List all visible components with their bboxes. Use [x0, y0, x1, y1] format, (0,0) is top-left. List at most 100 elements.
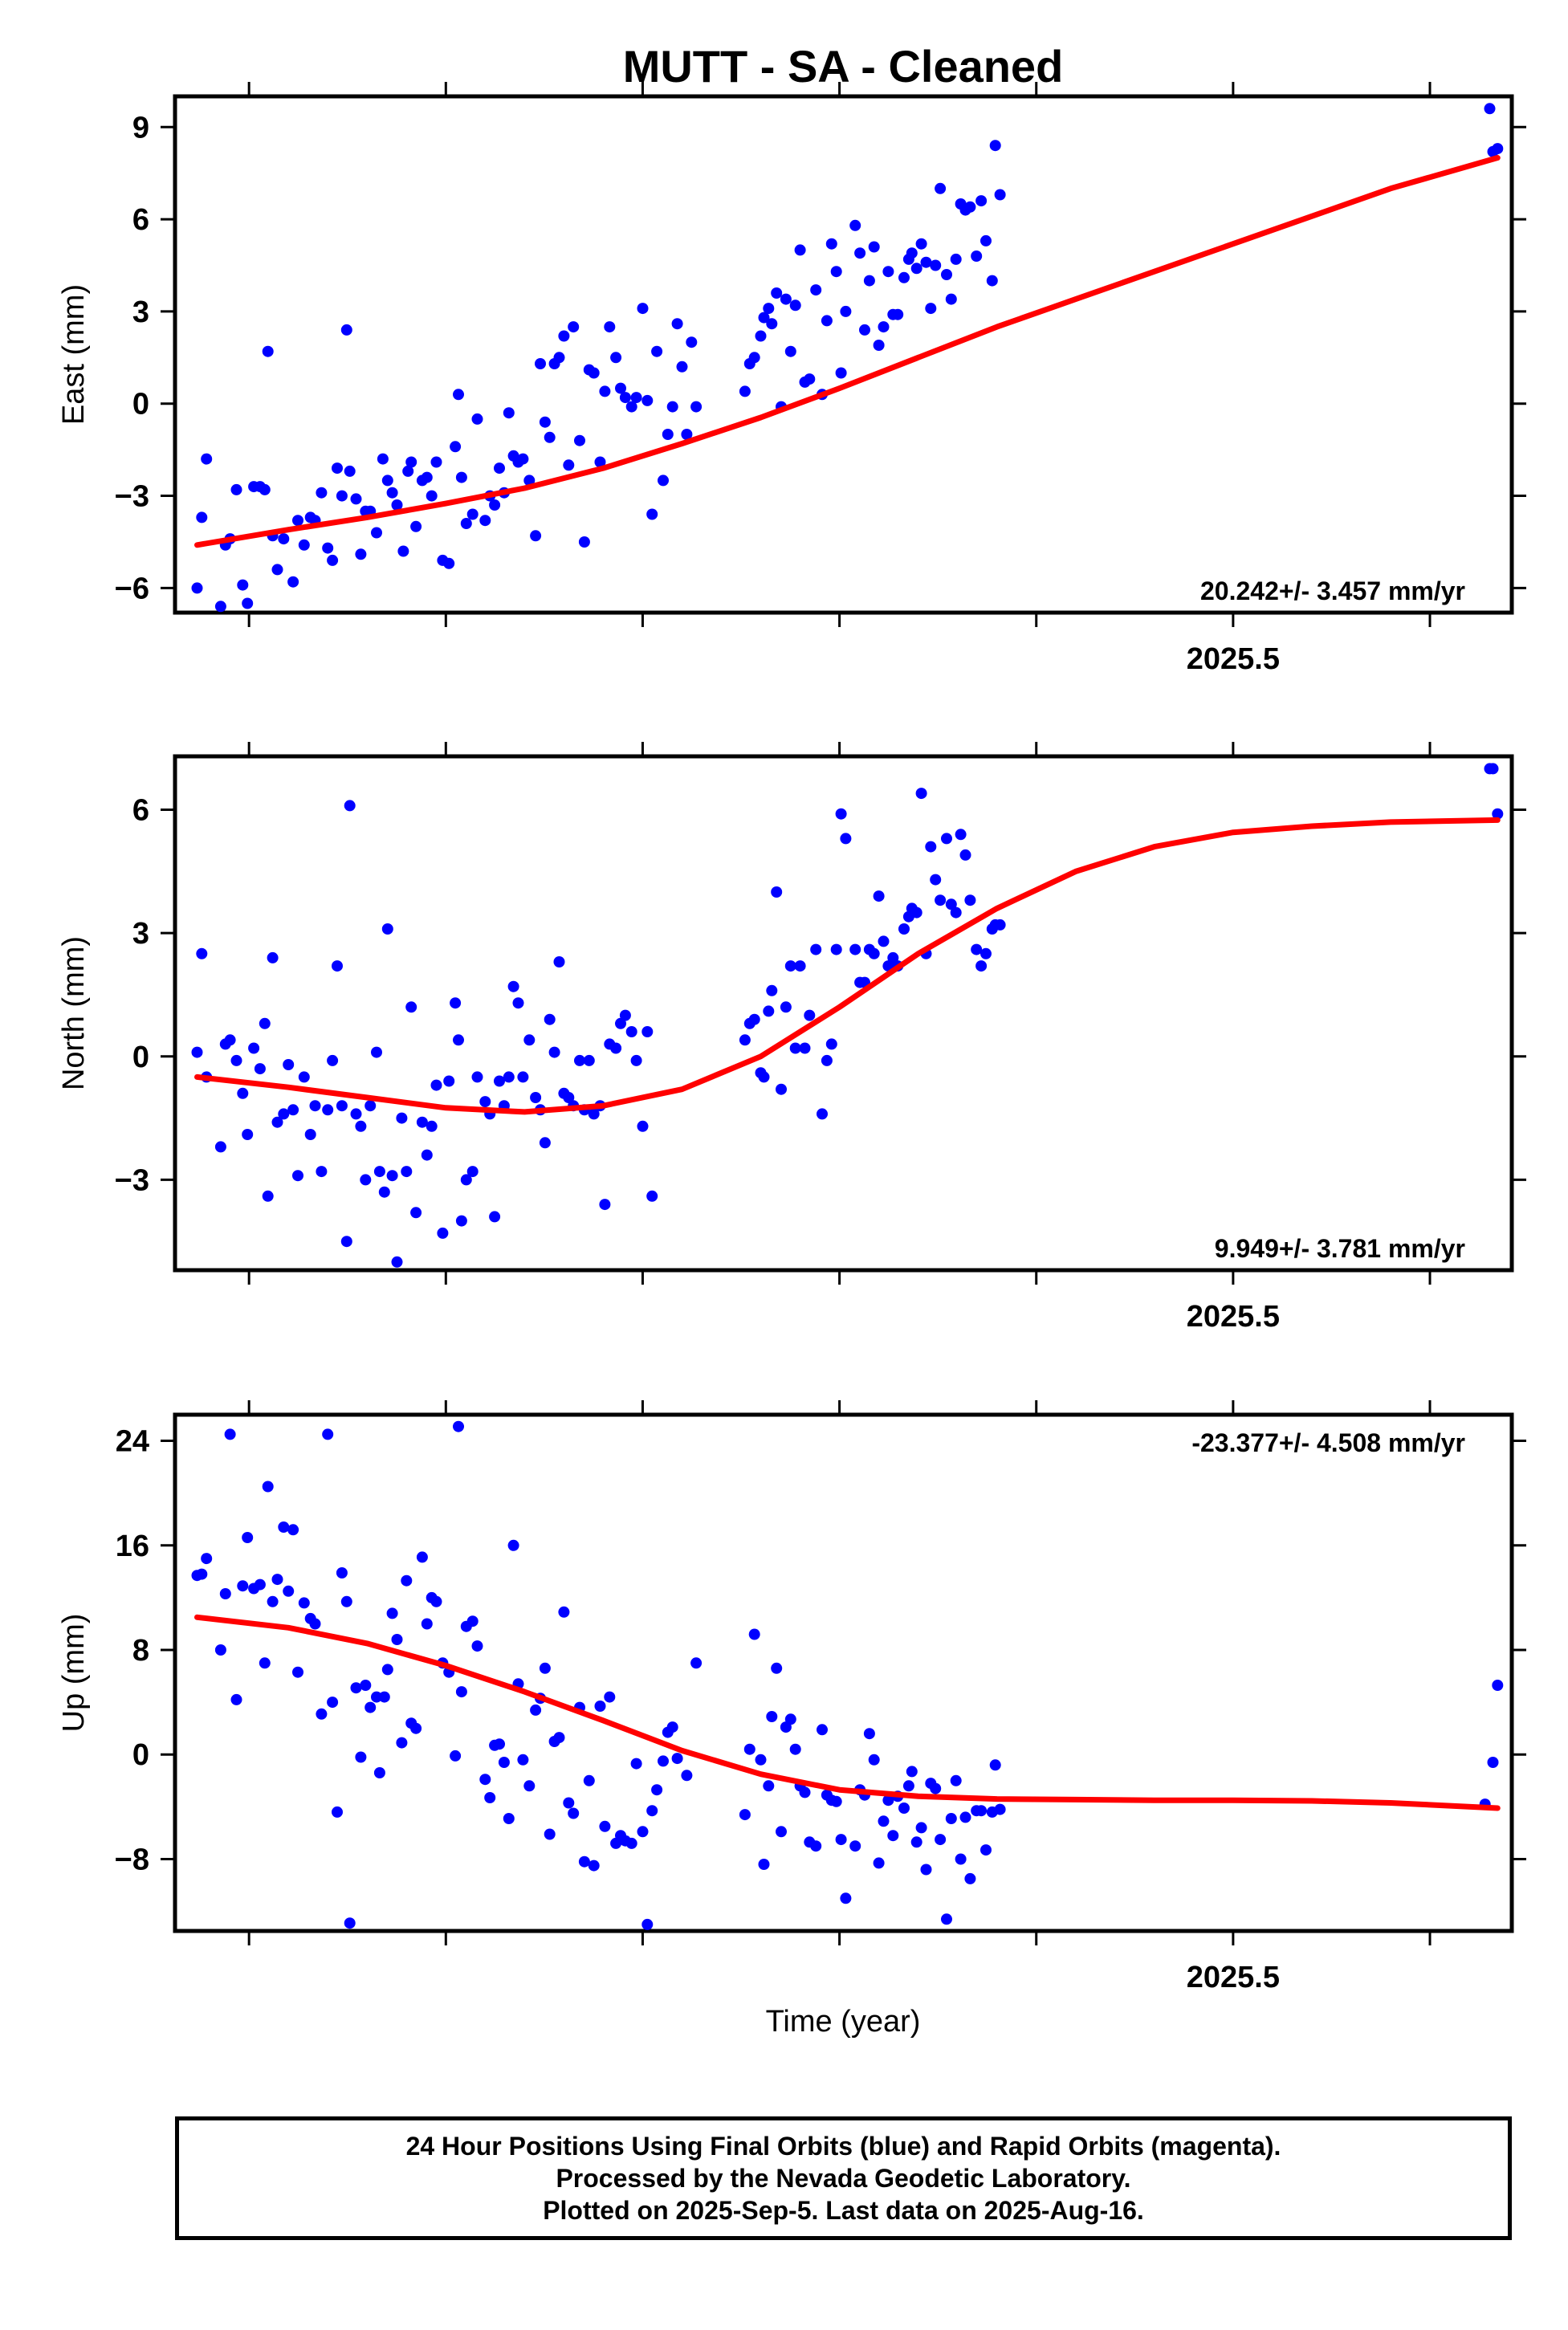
north-data-point: [332, 960, 343, 972]
info-box: 24 Hour Positions Using Final Orbits (bl…: [175, 2116, 1512, 2240]
east-data-point: [637, 303, 649, 315]
north-data-point: [739, 1034, 751, 1046]
up-data-point: [863, 1728, 875, 1740]
east-data-point: [686, 336, 698, 348]
up-data-point: [350, 1682, 362, 1694]
north-data-point: [405, 1001, 417, 1013]
east-data-point: [825, 238, 837, 250]
east-data-point: [503, 407, 515, 419]
up-data-point: [810, 1840, 822, 1852]
north-data-point: [799, 1042, 811, 1054]
up-data-point: [955, 1853, 967, 1865]
north-data-point: [378, 1186, 390, 1198]
up-data-point: [817, 1724, 828, 1736]
north-data-point: [381, 923, 393, 935]
east-data-point: [910, 263, 922, 275]
up-data-point: [887, 1830, 899, 1842]
east-data-point: [971, 251, 983, 262]
north-data-point: [825, 1038, 837, 1050]
north-data-point: [599, 1199, 611, 1211]
up-data-point: [563, 1797, 575, 1809]
north-data-point: [262, 1190, 274, 1202]
east-data-point: [935, 182, 947, 194]
east-data-point: [259, 483, 271, 495]
east-data-point: [544, 431, 556, 443]
north-ytick-label: 3: [132, 917, 149, 951]
up-data-point: [950, 1774, 962, 1786]
up-data-point: [381, 1664, 393, 1676]
up-data-point: [915, 1822, 927, 1834]
up-data-point: [453, 1420, 464, 1432]
east-data-point: [327, 554, 339, 566]
up-data-point: [666, 1721, 678, 1733]
east-data-point: [892, 308, 904, 320]
up-data-point: [578, 1855, 590, 1868]
east-data-point: [873, 340, 885, 351]
up-data-point: [224, 1428, 236, 1440]
north-data-point: [994, 919, 1006, 931]
east-data-point: [344, 465, 356, 477]
east-data-point: [915, 238, 927, 250]
east-data-point: [426, 490, 438, 502]
north-data-point: [278, 1108, 290, 1120]
up-data-point: [309, 1618, 321, 1630]
east-data-point: [789, 299, 801, 312]
north-data-point: [316, 1166, 328, 1178]
north-ytick-label: 0: [132, 1041, 149, 1074]
north-data-point: [784, 960, 796, 972]
north-data-point: [615, 1017, 626, 1029]
up-data-point: [503, 1813, 515, 1824]
up-data-point: [906, 1766, 918, 1778]
east-data-point: [868, 241, 880, 253]
north-data-point: [371, 1046, 382, 1058]
east-data-point: [625, 401, 637, 413]
north-rate-label: 9.949+/- 3.781 mm/yr: [1215, 1234, 1465, 1263]
up-data-point: [450, 1750, 462, 1762]
up-data-point: [758, 1859, 770, 1870]
east-data-point: [466, 508, 479, 520]
north-data-point: [544, 1013, 556, 1025]
east-data-point: [530, 530, 542, 542]
north-data-point: [821, 1054, 833, 1066]
east-panel: −6 −3 0 3 6 9 2025.5 East (mm) 20.242+/- 3.457 m…: [57, 82, 1526, 676]
up-y-axis-title: Up (mm): [57, 1614, 91, 1733]
north-data-point: [410, 1207, 422, 1219]
up-data-point: [920, 1864, 932, 1876]
east-data-point: [859, 324, 870, 336]
east-fit-line: [194, 155, 1501, 548]
north-data-point: [955, 829, 967, 841]
east-data-point: [835, 367, 847, 379]
up-data-point: [681, 1770, 693, 1782]
north-data-point: [898, 923, 910, 935]
east-data-point: [355, 548, 367, 560]
north-data-point: [191, 1046, 203, 1058]
east-xtick-label: 2025.5: [1187, 642, 1280, 676]
up-data-point: [630, 1758, 642, 1770]
east-data-point: [1492, 143, 1504, 155]
up-ytick-label: 24: [116, 1425, 149, 1459]
east-data-point: [479, 515, 491, 527]
east-data-point: [214, 601, 226, 613]
east-data-point: [443, 557, 455, 569]
east-data-point: [619, 392, 631, 404]
up-data-point: [898, 1802, 910, 1814]
north-data-point: [437, 1227, 449, 1239]
up-data-point: [868, 1754, 880, 1766]
north-data-point: [763, 1005, 775, 1017]
up-data-point: [763, 1780, 775, 1792]
north-data-point: [941, 833, 952, 845]
info-line-1: 24 Hour Positions Using Final Orbits (bl…: [405, 2132, 1281, 2161]
up-data-point: [271, 1574, 283, 1586]
east-data-point: [804, 373, 816, 385]
north-data-point: [196, 947, 208, 959]
up-data-point: [930, 1782, 942, 1794]
north-data-point: [489, 1211, 501, 1223]
north-data-point: [553, 956, 565, 967]
north-points: [191, 763, 1504, 1268]
east-rate-label: 20.242+/- 3.457 mm/yr: [1200, 576, 1465, 605]
up-data-point: [604, 1691, 616, 1703]
up-data-point: [641, 1918, 654, 1930]
north-data-point: [1492, 808, 1504, 820]
east-data-point: [763, 303, 775, 315]
north-data-point: [758, 1071, 770, 1083]
